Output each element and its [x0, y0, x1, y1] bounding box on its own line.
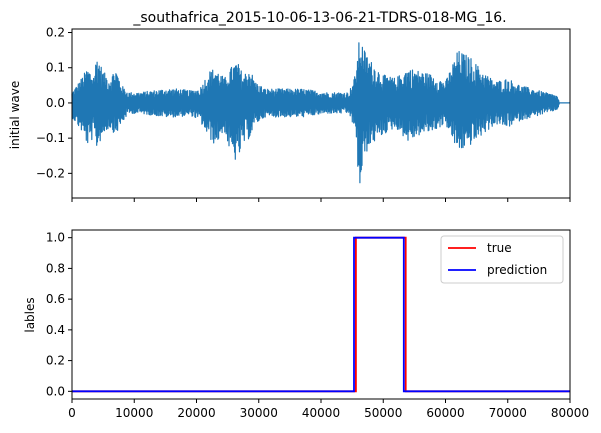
bottom-x-tick-label: 80000: [551, 406, 589, 420]
bottom-y-axis-label: lables: [23, 297, 37, 332]
top-y-tick-label: −0.2: [36, 166, 65, 180]
bottom-axes-frame: [71, 229, 571, 400]
bottom-x-tick-label: 60000: [426, 406, 464, 420]
legend-prediction-label: prediction: [487, 263, 547, 277]
top-axes: _southafrica_2015-10-06-13-06-21-TDRS-01…: [8, 10, 571, 202]
waveform-series: [71, 42, 570, 184]
bottom-x-tick-label: 70000: [489, 406, 527, 420]
bottom-x-tick-label: 0: [68, 406, 76, 420]
top-axes-frame: [71, 28, 571, 199]
bottom-x-tick-label: 40000: [302, 406, 340, 420]
legend-true-label: true: [487, 241, 512, 255]
bottom-y-tick-label: 0.0: [46, 384, 65, 398]
prediction-line: [72, 236, 570, 393]
bottom-x-tick-label: 30000: [240, 406, 278, 420]
top-y-tick-label: −0.1: [36, 131, 65, 145]
bottom-axes: lables 0.0 0.2 0.4 0.6 0.8 1.0 0 10000 20000 3000…: [23, 229, 589, 420]
bottom-y-tick-label: 1.0: [46, 231, 65, 245]
label-series: [72, 236, 570, 393]
legend: true prediction: [440, 235, 564, 284]
bottom-y-tick-label: 0.2: [46, 354, 65, 368]
top-y-axis-label: initial wave: [8, 81, 22, 149]
top-chart-title: _southafrica_2015-10-06-13-06-21-TDRS-01…: [132, 10, 506, 26]
top-y-tick-label: 0.1: [46, 61, 65, 75]
waveform-line: [71, 42, 570, 184]
top-ticks: −0.2 −0.1 0.0 0.1 0.2: [36, 26, 571, 202]
bottom-y-tick-label: 0.4: [46, 323, 65, 337]
bottom-y-tick-label: 0.6: [46, 292, 65, 306]
bottom-y-tick-label: 0.8: [46, 261, 65, 275]
bottom-x-tick-label: 10000: [115, 406, 153, 420]
bottom-x-tick-label: 20000: [177, 406, 215, 420]
bottom-ticks: 0.0 0.2 0.4 0.6 0.8 1.0 0 10000 20000 30000 40000 5…: [46, 231, 589, 420]
bottom-x-tick-label: 50000: [364, 406, 402, 420]
top-y-tick-label: 0.0: [46, 96, 65, 110]
top-y-tick-label: 0.2: [46, 26, 65, 40]
